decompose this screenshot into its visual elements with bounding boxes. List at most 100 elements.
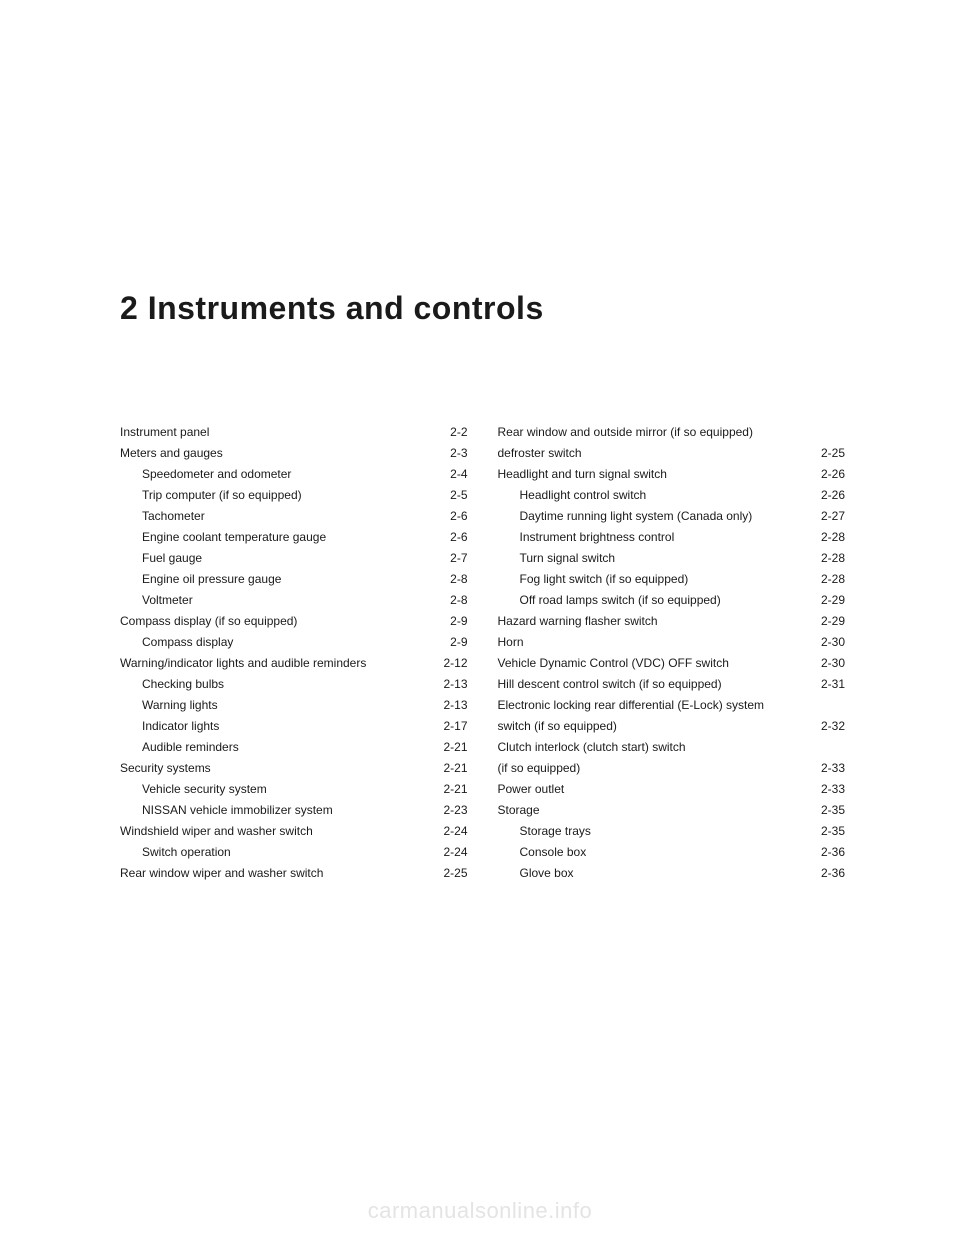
- toc-entry: Compass display (if so equipped) 2-9: [120, 611, 468, 632]
- toc-page-number: 2-21: [443, 758, 467, 779]
- toc-entry: Turn signal switch2-28: [498, 548, 846, 569]
- toc-label: Compass display: [142, 632, 233, 653]
- toc-label: Warning/indicator lights and audible rem…: [120, 653, 366, 674]
- toc-label: Warning lights: [142, 695, 218, 716]
- toc-entry: Power outlet 2-33: [498, 779, 846, 800]
- toc-label: Switch operation: [142, 842, 231, 863]
- toc-entry: Fog light switch (if so equipped)2-28: [498, 569, 846, 590]
- toc-label: Power outlet: [498, 779, 565, 800]
- toc-label: Clutch interlock (clutch start) switch: [498, 737, 686, 758]
- toc-entry: Console box 2-36: [498, 842, 846, 863]
- toc-entry: Hill descent control switch (if so equip…: [498, 674, 846, 695]
- toc-entry: Headlight and turn signal switch2-26: [498, 464, 846, 485]
- toc-entry: Engine oil pressure gauge2-8: [120, 569, 468, 590]
- toc-label: Horn: [498, 632, 524, 653]
- toc-label: Voltmeter: [142, 590, 193, 611]
- toc-entry: Horn 2-30: [498, 632, 846, 653]
- toc-page-number: 2-33: [821, 758, 845, 779]
- toc-label: Audible reminders: [142, 737, 239, 758]
- toc-entry: Security systems 2-21: [120, 758, 468, 779]
- toc-page-number: 2-13: [443, 695, 467, 716]
- toc-entry: Tachometer 2-6: [120, 506, 468, 527]
- toc-entry: Hazard warning flasher switch2-29: [498, 611, 846, 632]
- toc-page-number: 2-17: [443, 716, 467, 737]
- toc-label: Tachometer: [142, 506, 205, 527]
- toc-entry: Compass display 2-9: [120, 632, 468, 653]
- toc-page-number: 2-3: [450, 443, 467, 464]
- toc-page-number: 2-2: [450, 422, 467, 443]
- toc-entry: Engine coolant temperature gauge2-6: [120, 527, 468, 548]
- toc-page-number: 2-26: [821, 485, 845, 506]
- toc-page-number: 2-8: [450, 569, 467, 590]
- toc-entry: Storage 2-35: [498, 800, 846, 821]
- toc-label: Storage trays: [520, 821, 591, 842]
- toc-entry: Windshield wiper and washer switch2-24: [120, 821, 468, 842]
- toc-page-number: 2-9: [450, 632, 467, 653]
- toc-label: Speedometer and odometer: [142, 464, 291, 485]
- toc-label: Fuel gauge: [142, 548, 202, 569]
- toc-page-number: 2-25: [443, 863, 467, 884]
- toc-page-number: 2-36: [821, 863, 845, 884]
- toc-label: Vehicle Dynamic Control (VDC) OFF switch: [498, 653, 729, 674]
- toc-entry: Checking bulbs2-13: [120, 674, 468, 695]
- toc-label: Trip computer (if so equipped): [142, 485, 302, 506]
- toc-label: Rear window wiper and washer switch: [120, 863, 323, 884]
- toc-label: (if so equipped): [498, 758, 581, 779]
- toc-entry: Off road lamps switch (if so equipped) 2-…: [498, 590, 846, 611]
- toc-label: switch (if so equipped): [498, 716, 617, 737]
- toc-page-number: 2-26: [821, 464, 845, 485]
- chapter-name: Instruments and controls: [148, 290, 544, 326]
- toc-label: Storage: [498, 800, 540, 821]
- toc-label: Instrument brightness control: [520, 527, 675, 548]
- toc-label: Hill descent control switch (if so equip…: [498, 674, 722, 695]
- toc-label: Console box: [520, 842, 587, 863]
- toc-entry: Storage trays 2-35: [498, 821, 846, 842]
- toc-page-number: 2-33: [821, 779, 845, 800]
- toc-entry: Fuel gauge 2-7: [120, 548, 468, 569]
- manual-page: 2 Instruments and controls Instrument pa…: [0, 0, 960, 884]
- toc-label: Meters and gauges: [120, 443, 223, 464]
- toc-left-column: Instrument panel2-2Meters and gauges2-3S…: [120, 422, 468, 884]
- watermark: carmanualsonline.info: [0, 1198, 960, 1224]
- toc-page-number: 2-28: [821, 527, 845, 548]
- toc-label: Indicator lights: [142, 716, 219, 737]
- toc-entry: Speedometer and odometer 2-4: [120, 464, 468, 485]
- toc-entry: Instrument brightness control 2-28: [498, 527, 846, 548]
- toc-label: Fog light switch (if so equipped): [520, 569, 689, 590]
- toc-page-number: 2-35: [821, 800, 845, 821]
- toc-entry: Clutch interlock (clutch start) switch: [498, 737, 846, 758]
- toc-page-number: 2-25: [821, 443, 845, 464]
- toc-label: Electronic locking rear differential (E-…: [498, 695, 765, 716]
- toc-entry: Electronic locking rear differential (E-…: [498, 695, 846, 716]
- toc-label: Turn signal switch: [520, 548, 616, 569]
- toc-page-number: 2-29: [821, 611, 845, 632]
- toc-page-number: 2-12: [443, 653, 467, 674]
- toc-page-number: 2-9: [450, 611, 467, 632]
- toc-page-number: 2-36: [821, 842, 845, 863]
- toc-entry: Daytime running light system (Canada onl…: [498, 506, 846, 527]
- toc-label: Security systems: [120, 758, 211, 779]
- toc-label: Vehicle security system: [142, 779, 267, 800]
- toc-entry: NISSAN vehicle immobilizer system2-23: [120, 800, 468, 821]
- toc-entry: Vehicle Dynamic Control (VDC) OFF switch…: [498, 653, 846, 674]
- toc-entry: Trip computer (if so equipped)2-5: [120, 485, 468, 506]
- toc-page-number: 2-32: [821, 716, 845, 737]
- toc-page-number: 2-35: [821, 821, 845, 842]
- toc-entry: Warning/indicator lights and audible rem…: [120, 653, 468, 674]
- toc-entry: Rear window wiper and washer switch 2-25: [120, 863, 468, 884]
- toc-page-number: 2-30: [821, 632, 845, 653]
- toc-page-number: 2-8: [450, 590, 467, 611]
- toc-label: Off road lamps switch (if so equipped): [520, 590, 721, 611]
- toc-label: Daytime running light system (Canada onl…: [520, 506, 753, 527]
- toc-page-number: 2-6: [450, 506, 467, 527]
- toc-entry: switch (if so equipped) 2-32: [498, 716, 846, 737]
- toc-entry: Audible reminders2-21: [120, 737, 468, 758]
- toc-right-column: Rear window and outside mirror (if so eq…: [498, 422, 846, 884]
- toc-page-number: 2-29: [821, 590, 845, 611]
- toc-entry: Headlight control switch2-26: [498, 485, 846, 506]
- toc-page-number: 2-24: [443, 821, 467, 842]
- toc-label: NISSAN vehicle immobilizer system: [142, 800, 333, 821]
- toc-page-number: 2-4: [450, 464, 467, 485]
- toc-page-number: 2-7: [450, 548, 467, 569]
- toc-label: Compass display (if so equipped): [120, 611, 297, 632]
